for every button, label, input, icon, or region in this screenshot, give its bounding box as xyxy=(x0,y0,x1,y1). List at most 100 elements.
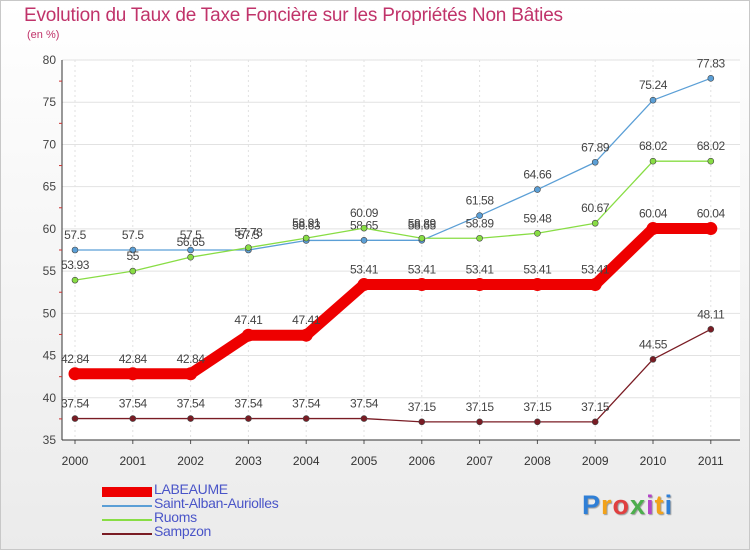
data-point xyxy=(299,328,313,342)
data-label: 37.15 xyxy=(408,400,437,414)
data-label: 60.04 xyxy=(697,207,726,221)
data-label: 68.02 xyxy=(639,139,668,153)
logo-letter: r xyxy=(601,490,613,520)
y-tick-label: 50 xyxy=(43,306,57,320)
data-point xyxy=(649,157,657,165)
y-tick-label: 55 xyxy=(43,264,57,278)
data-point xyxy=(357,278,371,292)
data-point xyxy=(591,158,599,166)
data-point xyxy=(476,234,483,242)
data-label: 68.02 xyxy=(697,139,726,153)
logo-letter: x xyxy=(630,490,647,520)
x-tick-label: 2001 xyxy=(119,454,146,468)
data-point xyxy=(707,75,715,82)
data-label: 37.54 xyxy=(292,397,321,411)
data-label: 37.15 xyxy=(466,400,495,414)
data-point xyxy=(129,246,137,254)
logo-letter: i xyxy=(646,490,655,520)
data-label: 53.93 xyxy=(61,258,90,272)
data-label: 58.65 xyxy=(408,218,437,232)
data-label: 37.54 xyxy=(350,397,379,411)
x-tick-label: 2009 xyxy=(582,454,609,468)
x-tick-label: 2002 xyxy=(177,454,204,468)
data-label: 37.15 xyxy=(581,400,610,414)
data-label: 37.54 xyxy=(61,397,90,411)
data-label: 60.04 xyxy=(639,207,668,221)
y-tick-label: 60 xyxy=(43,222,57,236)
data-label: 77.83 xyxy=(697,56,726,70)
data-point xyxy=(302,234,310,242)
data-point xyxy=(129,267,137,275)
data-point xyxy=(707,157,715,165)
chart-subtitle: (en %) xyxy=(27,29,60,41)
legend-swatch xyxy=(102,487,152,497)
x-tick-label: 2006 xyxy=(408,454,435,468)
x-tick-label: 2010 xyxy=(640,454,667,468)
data-label: 37.54 xyxy=(177,397,206,411)
x-tick-label: 2007 xyxy=(466,454,493,468)
data-label: 53.41 xyxy=(350,263,379,277)
data-point xyxy=(187,415,194,422)
y-tick-label: 75 xyxy=(43,95,57,109)
data-point xyxy=(476,418,483,426)
logo-letter: i xyxy=(664,490,674,520)
data-label: 37.15 xyxy=(523,400,552,414)
data-label: 64.66 xyxy=(523,168,552,182)
data-label: 53.41 xyxy=(408,263,437,277)
data-point xyxy=(245,415,252,422)
legend-label: Saint-Alban-Auriolles xyxy=(154,495,279,511)
y-tick-label: 80 xyxy=(43,53,57,67)
x-tick-label: 2004 xyxy=(293,454,320,468)
legend-swatch xyxy=(102,505,152,507)
data-point xyxy=(534,418,541,426)
data-label: 67.89 xyxy=(581,140,610,154)
chart-title: Evolution du Taux de Taxe Foncière sur l… xyxy=(24,5,563,26)
data-label: 56.65 xyxy=(177,235,206,249)
data-point xyxy=(646,222,660,236)
data-point xyxy=(187,253,194,261)
x-tick-label: 2008 xyxy=(524,454,551,468)
y-tick-label: 45 xyxy=(43,349,57,363)
data-point xyxy=(649,96,657,104)
legend-label: LABEAUME xyxy=(154,481,228,497)
series-line xyxy=(74,77,712,251)
data-point xyxy=(415,278,429,292)
series-ruoms: 53.93 55 56.65 57.78 58.91 60.09 58.89 58.89 59.… xyxy=(61,139,726,284)
x-tick-label: 2011 xyxy=(698,454,724,468)
data-point xyxy=(245,244,252,251)
data-label: 47.41 xyxy=(292,313,321,327)
data-point xyxy=(476,212,483,219)
data-label: 57.5 xyxy=(238,228,260,242)
data-point xyxy=(588,278,602,292)
series-sampzon: 37.54 37.54 37.54 37.54 37.54 37.54 37.15 37.15… xyxy=(61,307,725,426)
data-point xyxy=(184,367,198,381)
data-point xyxy=(68,367,82,381)
data-label: 42.84 xyxy=(119,352,148,366)
data-label: 60.09 xyxy=(350,206,379,220)
data-label: 57.5 xyxy=(122,228,144,242)
data-label: 37.54 xyxy=(234,397,263,411)
data-point xyxy=(71,276,79,284)
data-label: 58.91 xyxy=(292,216,321,230)
data-point xyxy=(534,186,541,193)
data-label: 48.11 xyxy=(697,307,725,321)
data-label: 59.48 xyxy=(523,211,552,225)
y-tick-label: 40 xyxy=(43,391,57,405)
data-label: 53.41 xyxy=(466,263,495,277)
data-point xyxy=(707,325,715,333)
data-label: 57.5 xyxy=(64,228,86,242)
data-point xyxy=(302,415,310,422)
data-label: 60.67 xyxy=(581,201,610,215)
data-point xyxy=(534,229,541,237)
data-label: 42.84 xyxy=(61,352,90,366)
y-tick-label: 70 xyxy=(43,137,57,151)
data-point xyxy=(129,415,137,422)
data-point xyxy=(591,219,599,227)
data-label: 58.89 xyxy=(466,216,495,230)
series-line xyxy=(74,160,712,281)
series-line xyxy=(74,328,712,423)
data-label: 47.41 xyxy=(234,313,263,327)
data-point xyxy=(126,367,140,381)
proxiti-logo: Proxiti xyxy=(582,490,673,521)
legend-swatch xyxy=(102,533,152,535)
